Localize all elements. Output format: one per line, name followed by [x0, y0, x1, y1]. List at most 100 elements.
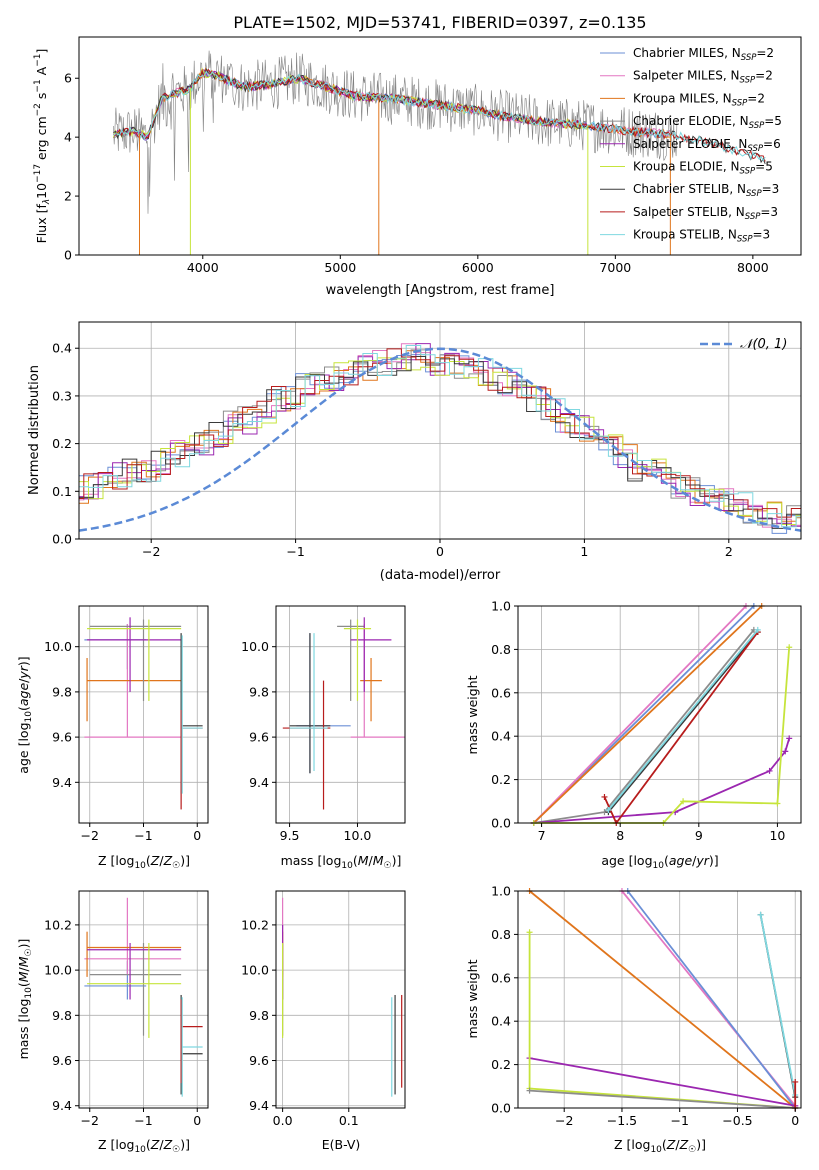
gaussian-legend-label: 𝒩(0, 1) — [740, 337, 787, 352]
series-kroupa_miles — [529, 890, 796, 1109]
y-tick-label: 0.1 — [52, 484, 72, 499]
x-tick-label: 8000 — [737, 260, 769, 275]
x-tick-label: 9.5 — [280, 828, 300, 843]
spectrum-panel: 4000 5000 6000 7000 8000 0 2 4 6 wavelength [Ang… — [33, 36, 802, 298]
w-age-xlabel: age [log10(age/yr)] — [601, 853, 718, 871]
x-tick-label: 0 — [193, 1113, 201, 1128]
x-tick-label: −1.5 — [607, 1113, 637, 1128]
x-tick-label: −2 — [555, 1113, 573, 1128]
legend-label: Chabrier ELODIE, NSSP=5 — [633, 114, 782, 131]
x-tick-label: 8 — [616, 828, 624, 843]
x-tick-label: 0.0 — [273, 1113, 293, 1128]
x-tick-label: 9 — [695, 828, 703, 843]
residual-panel: −2 −1 0 1 2 0.0 0.1 0.2 0.3 0.4 (data-model)/erro… — [27, 321, 802, 583]
series-chabrier_elodie — [533, 629, 755, 824]
massweight-vs-metallicity-panel: −2 −1.5 −1 −0.5 0 0.0 0.2 0.4 0.6 0.8 1.0 — [491, 884, 802, 1128]
series-marker — [766, 767, 773, 774]
series-marker — [792, 1078, 799, 1085]
legend-label: Salpeter STELIB, NSSP=3 — [633, 205, 778, 222]
plot-frame — [78, 36, 802, 256]
y-tick-label: 10.2 — [44, 917, 72, 932]
y-tick-label: 0.2 — [52, 436, 72, 451]
x-tick-label: −2 — [142, 544, 160, 559]
x-tick-label: 7 — [538, 828, 546, 843]
spectrum-ylabel: Flux [fλ10−17 erg cm−2 s−1 A−1] — [33, 49, 52, 244]
y-tick-label: 6 — [64, 71, 72, 86]
series-salpeter_elodie — [533, 738, 791, 824]
y-tick-label: 0.0 — [491, 816, 511, 831]
series-marker — [605, 806, 612, 813]
residual-axes: −2 −1 0 1 2 0.0 0.1 0.2 0.3 0.4 — [52, 321, 802, 559]
series-marker — [786, 735, 793, 742]
x-tick-label: 4000 — [187, 260, 219, 275]
x-tick-label: 0 — [791, 1113, 799, 1128]
legend-label: Kroupa ELODIE, NSSP=5 — [633, 160, 773, 177]
legend-label: Kroupa MILES, NSSP=2 — [633, 91, 765, 108]
hist-kroupa_elodie — [79, 357, 801, 525]
series-marker — [526, 1087, 533, 1094]
series-marker — [680, 798, 687, 805]
y-tick-label: 0.8 — [491, 927, 511, 942]
series-chabrier_miles — [533, 605, 755, 824]
y-tick-label: 9.8 — [249, 1008, 269, 1023]
x-tick-label: −1 — [670, 1113, 688, 1128]
x-tick-label: −1 — [134, 828, 152, 843]
legend-label: Salpeter MILES, NSSP=2 — [633, 69, 773, 86]
x-tick-label: −1 — [134, 1113, 152, 1128]
y-tick-label: 0.4 — [491, 1014, 511, 1029]
legend-label: Kroupa STELIB, NSSP=3 — [633, 228, 770, 245]
hist-chabrier_stelib — [78, 356, 802, 529]
x-tick-label: 0 — [193, 828, 201, 843]
series-marker — [526, 929, 533, 936]
x-tick-label: 5000 — [324, 260, 356, 275]
m-z-xlabel: Z [log10(Z/Z☉)] — [98, 1137, 190, 1155]
plot-frame — [78, 890, 209, 1109]
series-marker — [757, 911, 764, 918]
plot-frame — [78, 321, 802, 540]
y-tick-label: 9.6 — [52, 730, 72, 745]
y-tick-label: 9.8 — [249, 684, 269, 699]
y-tick-label: 0.3 — [52, 388, 72, 403]
y-tick-label: 9.4 — [249, 1098, 269, 1113]
y-tick-label: 9.4 — [249, 775, 269, 790]
y-tick-label: 9.8 — [52, 684, 72, 699]
spectrum-legend: Chabrier MILES, NSSP=2 Salpeter MILES, NS… — [600, 46, 782, 245]
x-tick-label: −2 — [81, 1113, 99, 1128]
x-tick-label: 0 — [436, 544, 444, 559]
y-tick-label: 0.6 — [491, 970, 511, 985]
hist-kroupa_stelib — [79, 345, 801, 528]
x-tick-label: 2 — [725, 544, 733, 559]
series-marker — [782, 748, 789, 755]
residual-histograms — [78, 343, 802, 534]
model-kroupa_stelib — [113, 70, 766, 162]
hist-salpeter_stelib — [79, 348, 801, 518]
x-tick-label: 0.1 — [339, 1113, 359, 1128]
massweight-vs-age-panel: 7 8 9 10 0.0 0.2 0.4 0.6 0.8 1.0 — [491, 599, 802, 843]
y-tick-label: 1.0 — [491, 884, 511, 899]
y-tick-label: 0.8 — [491, 642, 511, 657]
y-tick-label: 10.0 — [44, 639, 72, 654]
model-salpeter_stelib — [113, 68, 766, 162]
figure-title: PLATE=1502, MJD=53741, FIBERID=0397, z=0… — [233, 13, 646, 32]
series-chabrier_stelib — [607, 631, 759, 813]
plot-frame — [78, 605, 209, 824]
series-kroupa_stelib — [759, 914, 797, 1096]
y-tick-label: 0.0 — [491, 1101, 511, 1116]
series-marker — [786, 644, 793, 651]
y-tick-label: 2 — [64, 189, 72, 204]
x-tick-label: 1 — [580, 544, 588, 559]
series-kroupa_elodie — [533, 647, 791, 824]
series-salpeter_elodie — [529, 1057, 796, 1107]
y-tick-label: 0.6 — [491, 685, 511, 700]
age-vs-metallicity-panel: −2 −1 0 9.4 9.6 9.8 10.0 — [44, 605, 209, 843]
series-kroupa_stelib — [607, 629, 759, 811]
residual-xlabel: (data-model)/error — [380, 568, 501, 583]
y-tick-label: 9.4 — [52, 775, 72, 790]
y-tick-label: 10.0 — [241, 639, 269, 654]
x-tick-label: −1 — [286, 544, 304, 559]
x-tick-label: 6000 — [462, 260, 494, 275]
legend-label: Chabrier STELIB, NSSP=3 — [633, 182, 779, 199]
series-kroupa_miles — [533, 605, 763, 824]
residual-ylabel: Normed distribution — [27, 365, 42, 495]
